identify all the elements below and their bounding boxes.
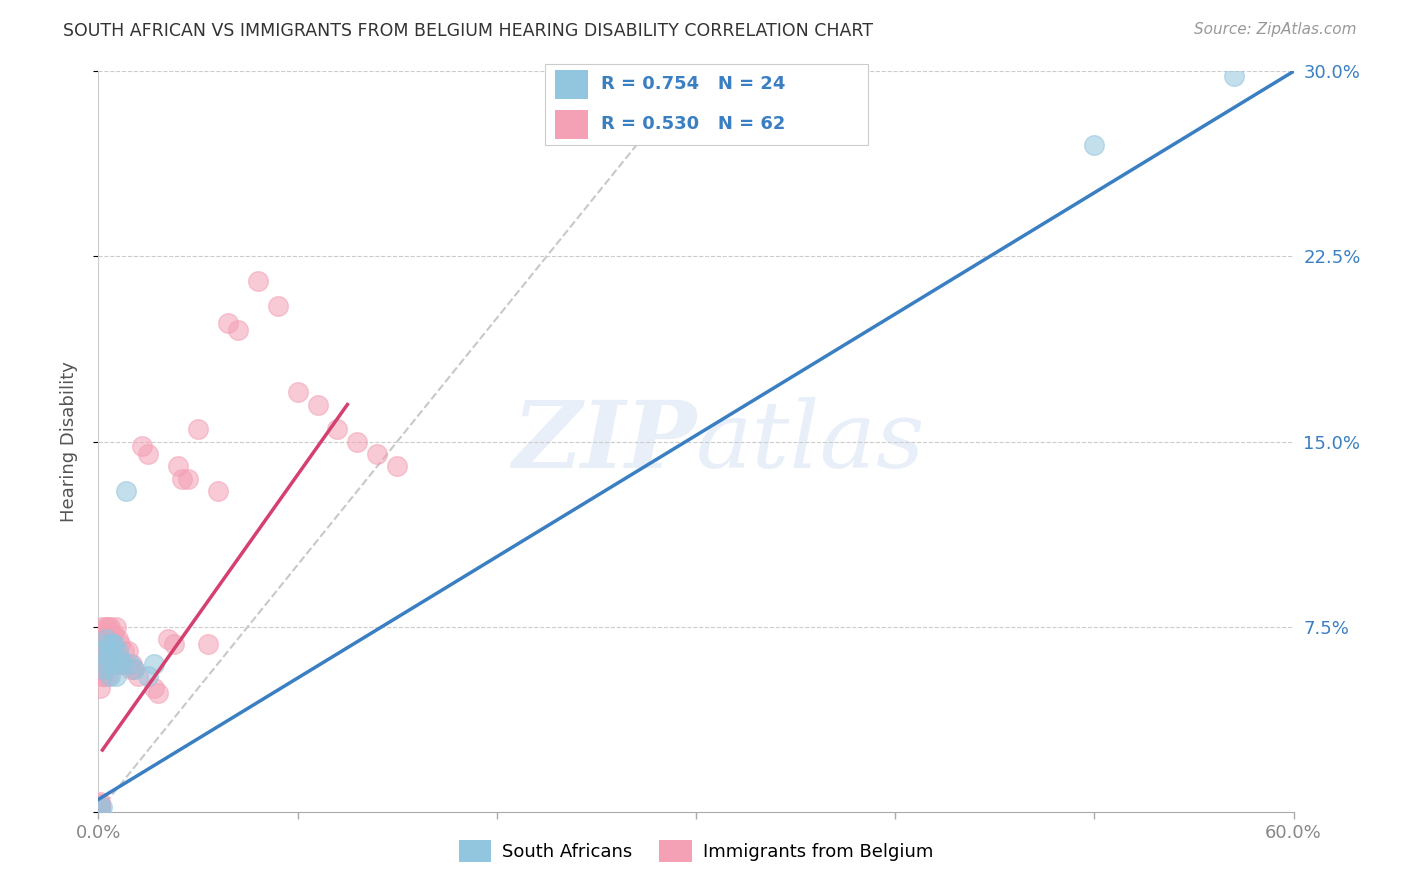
Text: R = 0.530   N = 62: R = 0.530 N = 62 [600,115,785,133]
Point [93,662,115,676]
Point [287,385,309,400]
Point [101,644,124,658]
Point [98,644,122,658]
Point [246,274,269,288]
Point [207,483,229,498]
Point [91,669,114,683]
Legend: South Africans, Immigrants from Belgium: South Africans, Immigrants from Belgium [451,833,941,870]
Point [1083,138,1105,153]
Point [103,657,125,671]
Point [124,662,146,676]
Point [93,644,115,658]
Point [89,662,111,676]
Point [89,632,111,646]
Point [103,627,125,641]
Point [89,681,111,696]
Point [96,637,118,651]
Point [131,440,153,454]
Point [96,632,118,646]
Point [197,637,219,651]
Point [121,657,143,671]
Point [91,619,114,633]
Point [346,434,368,449]
Point [136,669,159,683]
Point [97,669,120,683]
Point [101,627,124,641]
Point [96,657,118,671]
Point [89,802,111,816]
Point [91,632,114,646]
Point [366,447,388,461]
Point [120,662,142,676]
Point [89,795,111,809]
Point [267,299,290,313]
Point [91,799,114,814]
Point [97,619,120,633]
Point [107,632,129,646]
Point [148,686,170,700]
Point [226,324,249,338]
Text: Source: ZipAtlas.com: Source: ZipAtlas.com [1194,22,1357,37]
Point [124,662,146,676]
Point [385,459,409,474]
Point [326,422,349,436]
Point [307,398,329,412]
Text: SOUTH AFRICAN VS IMMIGRANTS FROM BELGIUM HEARING DISABILITY CORRELATION CHART: SOUTH AFRICAN VS IMMIGRANTS FROM BELGIUM… [63,22,873,40]
Point [112,644,135,658]
Point [103,637,125,651]
Point [93,669,115,683]
Point [103,657,125,671]
Text: atlas: atlas [696,397,925,486]
Point [177,471,200,485]
FancyBboxPatch shape [544,64,869,145]
Point [98,644,122,658]
Point [111,657,134,671]
Point [98,669,122,683]
Point [110,651,132,665]
Point [93,644,115,658]
Point [117,644,139,658]
Bar [554,70,588,99]
Point [120,657,142,671]
Point [96,657,118,671]
Bar [554,110,588,139]
Point [101,637,124,651]
Point [89,797,111,812]
Point [91,644,114,658]
Point [1223,70,1246,84]
Point [91,657,114,671]
Point [97,649,120,664]
Point [89,802,111,816]
Point [127,669,149,683]
Point [143,657,166,671]
Point [172,471,194,485]
Point [136,447,159,461]
Point [93,657,115,671]
Point [157,632,180,646]
Point [115,483,138,498]
Point [97,637,120,651]
Point [107,657,129,671]
Point [143,681,166,696]
Point [96,619,118,633]
Point [105,669,128,683]
Point [167,459,190,474]
Point [93,627,115,641]
Point [107,644,129,658]
Point [89,799,111,814]
Point [111,657,134,671]
Text: R = 0.754   N = 24: R = 0.754 N = 24 [600,76,785,94]
Point [97,644,120,658]
Point [187,422,209,436]
Point [89,644,111,658]
Point [163,637,186,651]
Y-axis label: Hearing Disability: Hearing Disability [59,361,77,522]
Point [98,619,122,633]
Point [110,637,132,651]
Point [105,619,128,633]
Point [217,316,239,330]
Text: ZIP: ZIP [512,397,696,486]
